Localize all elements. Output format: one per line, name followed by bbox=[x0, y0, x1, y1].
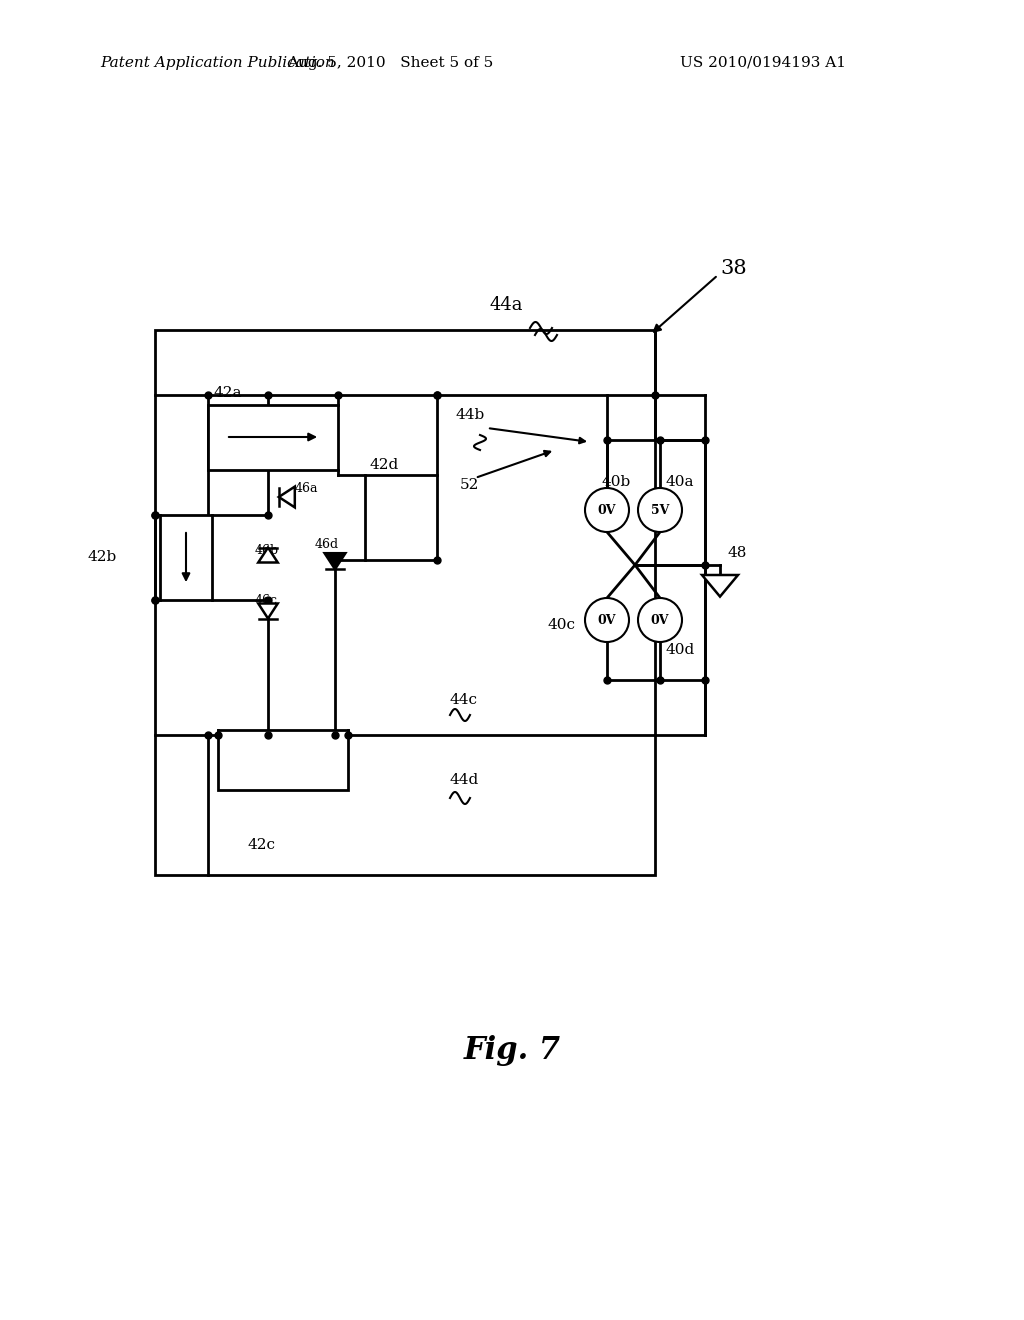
Bar bbox=[208, 405, 338, 470]
Text: 40c: 40c bbox=[547, 618, 575, 632]
Text: US 2010/0194193 A1: US 2010/0194193 A1 bbox=[680, 55, 846, 70]
Polygon shape bbox=[279, 487, 295, 507]
Text: 46b: 46b bbox=[255, 544, 280, 557]
Text: 44b: 44b bbox=[455, 408, 484, 422]
Text: 46d: 46d bbox=[315, 539, 339, 552]
Text: Fig. 7: Fig. 7 bbox=[464, 1035, 560, 1065]
Text: 5V: 5V bbox=[651, 503, 670, 516]
Bar bbox=[218, 730, 348, 789]
Polygon shape bbox=[258, 603, 278, 619]
Circle shape bbox=[585, 488, 629, 532]
Text: 0V: 0V bbox=[650, 614, 670, 627]
Circle shape bbox=[638, 598, 682, 642]
Circle shape bbox=[638, 488, 682, 532]
Text: Patent Application Publication: Patent Application Publication bbox=[100, 55, 335, 70]
Text: Aug. 5, 2010   Sheet 5 of 5: Aug. 5, 2010 Sheet 5 of 5 bbox=[287, 55, 494, 70]
Text: 42d: 42d bbox=[370, 458, 399, 473]
Polygon shape bbox=[258, 548, 278, 562]
Text: 46c: 46c bbox=[255, 594, 278, 606]
Text: 40a: 40a bbox=[665, 475, 693, 488]
Bar bbox=[155, 330, 655, 875]
Text: 42c: 42c bbox=[248, 838, 276, 851]
Text: 46a: 46a bbox=[295, 482, 318, 495]
Text: 38: 38 bbox=[720, 259, 746, 277]
Text: 52: 52 bbox=[460, 478, 479, 492]
Text: 42b: 42b bbox=[88, 550, 118, 564]
Text: 42a: 42a bbox=[213, 385, 242, 400]
Bar bbox=[365, 475, 437, 560]
Text: 40b: 40b bbox=[602, 475, 631, 488]
Text: 44c: 44c bbox=[450, 693, 478, 708]
Bar bbox=[160, 515, 212, 601]
Text: 44d: 44d bbox=[450, 774, 479, 787]
Polygon shape bbox=[325, 553, 345, 569]
Text: 0V: 0V bbox=[598, 614, 616, 627]
Text: 40d: 40d bbox=[665, 643, 694, 657]
Text: 48: 48 bbox=[728, 546, 748, 560]
Circle shape bbox=[585, 598, 629, 642]
Polygon shape bbox=[702, 576, 738, 597]
Text: 44a: 44a bbox=[490, 296, 523, 314]
Text: 0V: 0V bbox=[598, 503, 616, 516]
